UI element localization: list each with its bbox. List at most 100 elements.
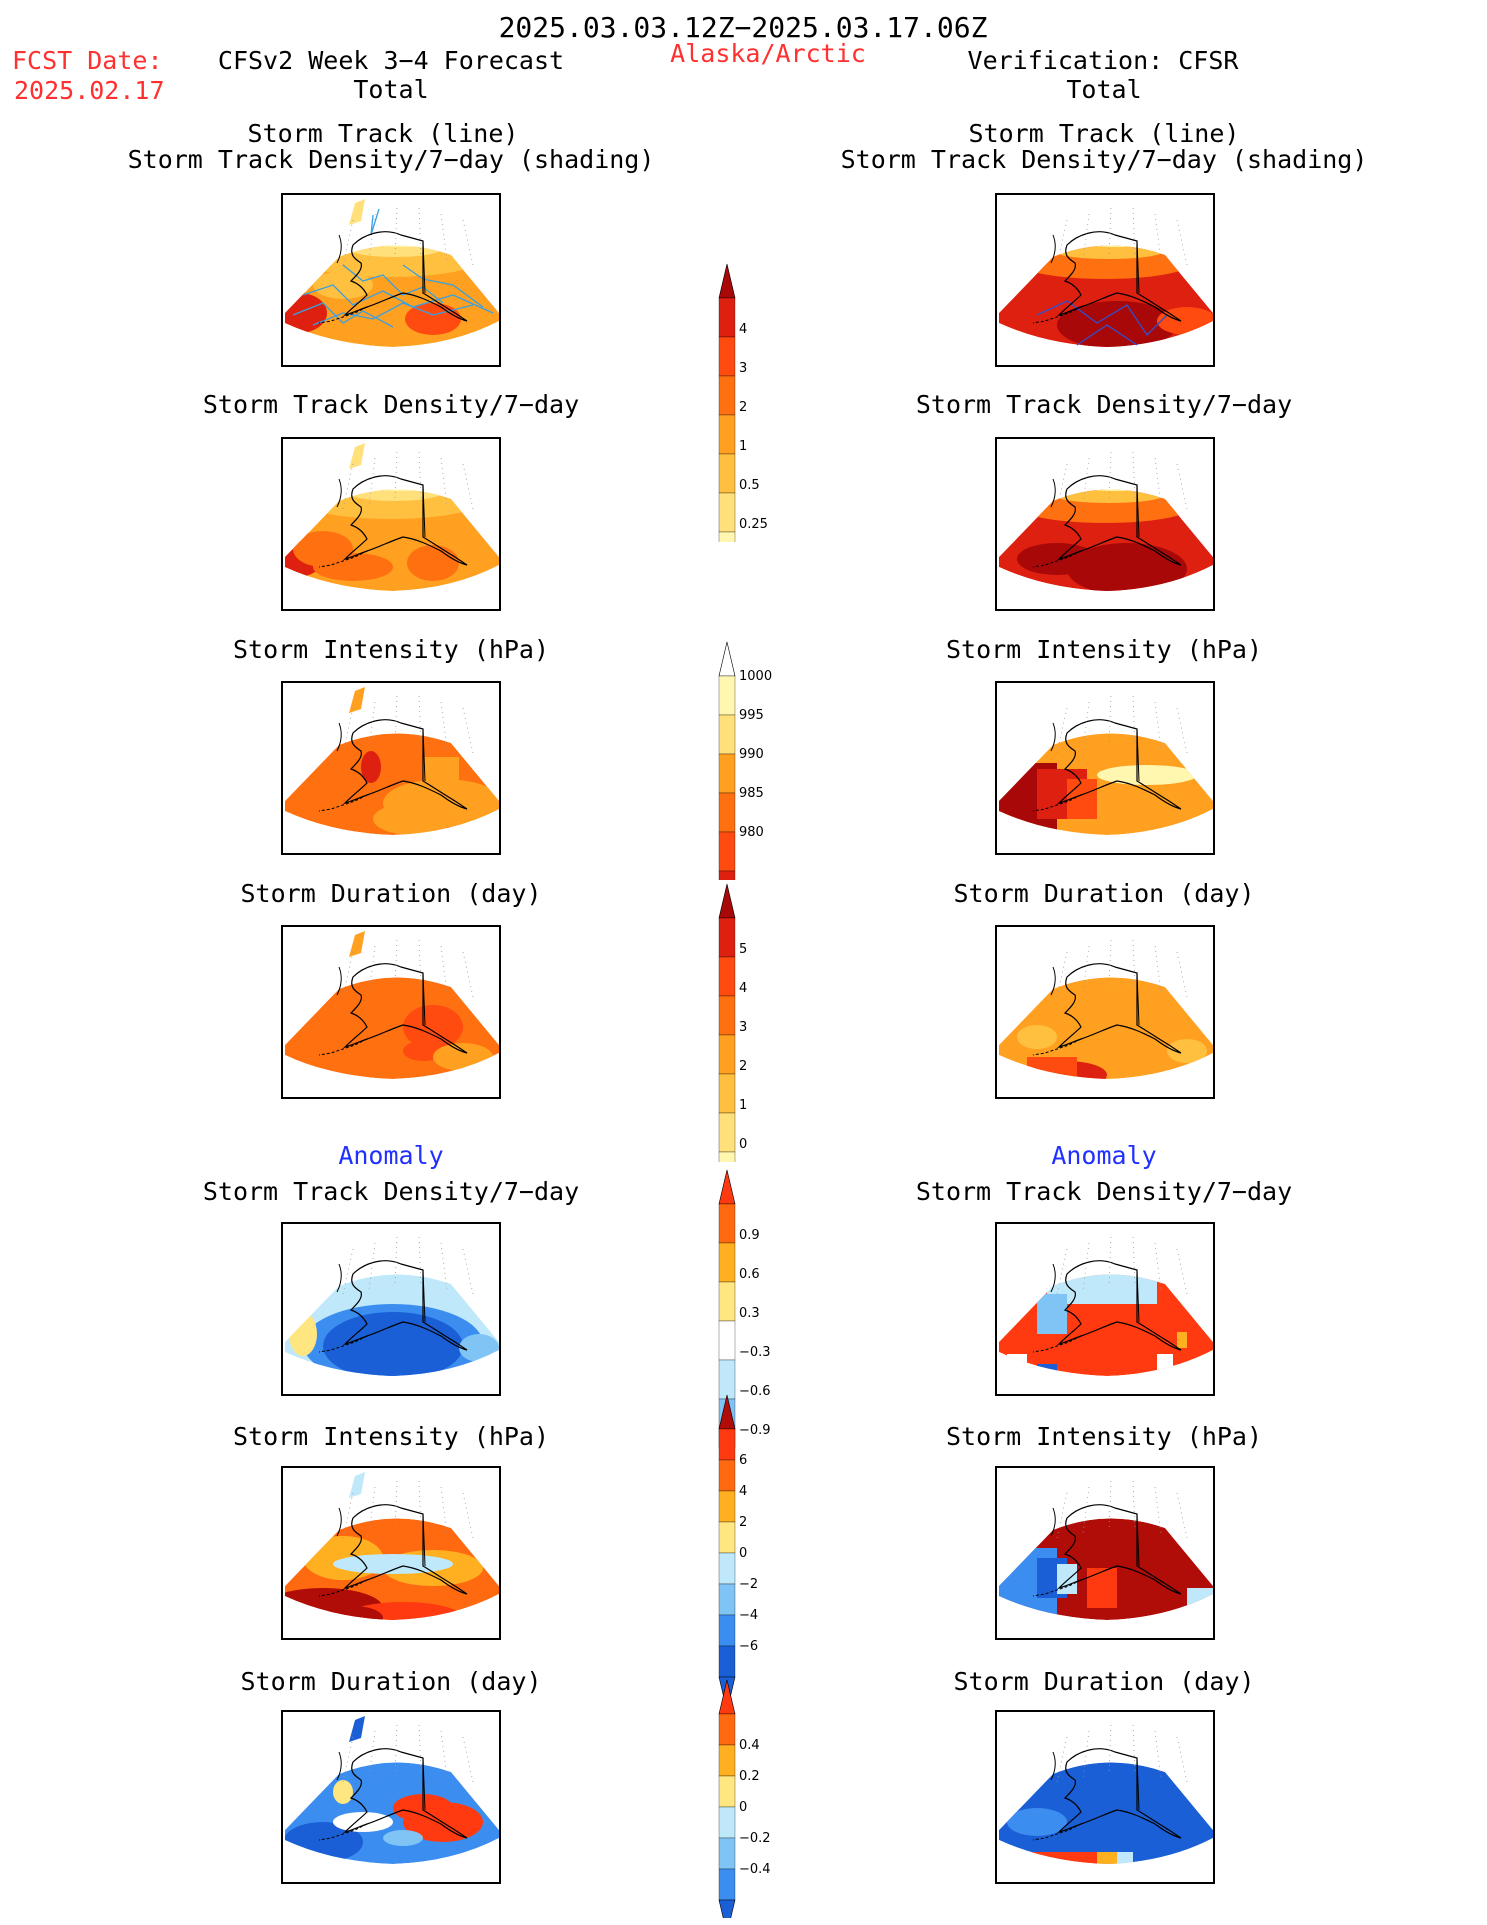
shading-layer bbox=[999, 1518, 1213, 1620]
graticule-line bbox=[418, 695, 422, 746]
colorbar-tick-label: 1 bbox=[739, 1098, 747, 1113]
storm-track-line bbox=[1076, 324, 1138, 346]
panel-title-density: Storm Track Density/7−day bbox=[915, 390, 1293, 419]
siberia-coastline bbox=[1050, 1751, 1056, 1781]
graticule-line bbox=[1176, 951, 1188, 998]
graticule-line bbox=[1108, 939, 1112, 990]
graticule-line bbox=[394, 451, 398, 502]
panel-title-intensity-anomaly: Storm Intensity (hPa) bbox=[232, 1422, 550, 1451]
map-forecast-density-anomaly bbox=[281, 1222, 501, 1396]
siberia-coastline bbox=[1050, 1507, 1056, 1537]
graticule-line bbox=[1176, 463, 1188, 510]
colorbar-segment bbox=[718, 375, 736, 416]
arctic-strip bbox=[349, 199, 365, 225]
panel-title-duration-anomaly: Storm Duration (day) bbox=[240, 1667, 542, 1696]
siberia-coastline bbox=[336, 1507, 342, 1537]
colorbar-segment bbox=[718, 1281, 736, 1322]
graticule-line bbox=[394, 695, 398, 746]
shading-contour bbox=[433, 1043, 493, 1071]
shading-layer bbox=[999, 977, 1213, 1079]
shading-contour bbox=[383, 1830, 423, 1846]
alaska-coastline bbox=[1057, 1504, 1182, 1595]
alaska-coastline bbox=[343, 719, 468, 810]
graticule-line bbox=[462, 219, 474, 266]
section-total-right: Total bbox=[1066, 75, 1142, 104]
shading-contour bbox=[345, 489, 445, 501]
graticule-line bbox=[394, 207, 398, 258]
shading-cell bbox=[1087, 1568, 1117, 1608]
region-title: Alaska/Arctic bbox=[670, 39, 866, 68]
colorbar-tick-label: 0 bbox=[739, 1800, 747, 1815]
arctic-strip bbox=[349, 1472, 365, 1498]
arctic-strip bbox=[349, 1716, 365, 1742]
colorbar-intensity-anomaly: 6 4 2 0 −2 −4 −6 bbox=[718, 1394, 758, 1703]
colorbar-segment bbox=[718, 1583, 736, 1616]
forecast-column-title: CFSv2 Week 3−4 Forecast bbox=[217, 46, 565, 75]
colorbar-top-arrow bbox=[718, 263, 736, 299]
graticule-line bbox=[1176, 1248, 1188, 1295]
shading-contour bbox=[323, 1312, 463, 1376]
alaska-coastline bbox=[1057, 475, 1182, 566]
colorbar-segment bbox=[718, 714, 736, 755]
map-canvas bbox=[285, 931, 499, 1079]
border-line bbox=[422, 1269, 426, 1323]
border-line bbox=[1136, 1513, 1140, 1567]
map-verification-density bbox=[995, 437, 1215, 611]
colorbar-segment bbox=[718, 1203, 736, 1244]
colorbar-tick-label: 0.25 bbox=[739, 517, 768, 532]
colorbar-segment bbox=[718, 1552, 736, 1585]
colorbar-tick-label: 3 bbox=[739, 1020, 747, 1035]
panel-title-track-shading: Storm Track Density/7−day (shading) bbox=[127, 145, 655, 174]
shading-contour bbox=[361, 751, 381, 783]
shading-contour bbox=[1049, 489, 1169, 503]
graticule-line bbox=[1132, 207, 1136, 258]
colorbar-tick-label: −6 bbox=[739, 1639, 758, 1654]
colorbar-segment bbox=[718, 792, 736, 833]
colorbar-top-arrow bbox=[718, 1679, 736, 1715]
map-canvas bbox=[285, 443, 499, 591]
graticule-line bbox=[1108, 207, 1112, 258]
colorbar-tick-label: 4 bbox=[739, 322, 747, 337]
colorbar-segment bbox=[718, 1151, 736, 1162]
shading-cell bbox=[1187, 1588, 1213, 1618]
colorbar-tick-label: −4 bbox=[739, 1608, 758, 1623]
siberia-coastline bbox=[336, 1751, 342, 1781]
panel-title-density-anomaly: Storm Track Density/7−day bbox=[202, 1177, 580, 1206]
map-canvas bbox=[999, 207, 1213, 347]
aleutian-islands bbox=[1032, 550, 1082, 568]
map-verification-track-density bbox=[995, 193, 1215, 367]
colorbar-tick-label: 5 bbox=[739, 942, 747, 957]
graticule-line bbox=[462, 1736, 474, 1783]
siberia-coastline bbox=[336, 1263, 342, 1293]
graticule-line bbox=[1108, 1724, 1112, 1775]
map-verification-duration bbox=[995, 925, 1215, 1099]
shading-cell bbox=[1157, 1354, 1173, 1374]
verification-column-title: Verification: CFSR bbox=[967, 46, 1239, 75]
map-verification-duration-anomaly bbox=[995, 1710, 1215, 1884]
graticule-line bbox=[1132, 1724, 1136, 1775]
colorbar-tick-label: 4 bbox=[739, 1484, 747, 1499]
aleutian-islands bbox=[318, 1579, 368, 1597]
map-forecast-duration-anomaly bbox=[281, 1710, 501, 1884]
shading-contour bbox=[301, 489, 481, 519]
alaska-coastline bbox=[1057, 719, 1182, 810]
colorbar-intensity-total: 1000 995 990 985 980 bbox=[718, 641, 772, 880]
aleutian-islands bbox=[318, 1335, 368, 1353]
colorbar-tick-label: 2 bbox=[739, 1059, 747, 1074]
panel-title-track-line: Storm Track (line) bbox=[968, 119, 1240, 148]
panel-title-density-anomaly: Storm Track Density/7−day bbox=[915, 1177, 1293, 1206]
colorbar-tick-label: −0.4 bbox=[739, 1862, 771, 1877]
shading-contour bbox=[1097, 765, 1197, 785]
colorbar-segment bbox=[718, 1112, 736, 1153]
shading-cell bbox=[1117, 1852, 1133, 1864]
graticule-line bbox=[1108, 451, 1112, 502]
shading-layer bbox=[285, 489, 499, 591]
shading-contour bbox=[1067, 543, 1187, 591]
graticule-line bbox=[1132, 1236, 1136, 1287]
graticule-line bbox=[462, 463, 474, 510]
border-line bbox=[422, 240, 426, 294]
colorbar-top-arrow bbox=[718, 1169, 736, 1205]
colorbar-segment bbox=[718, 1242, 736, 1283]
colorbar-density-total: 4 3 2 1 0.5 0.25 bbox=[718, 263, 768, 542]
colorbar-segment bbox=[718, 492, 736, 533]
